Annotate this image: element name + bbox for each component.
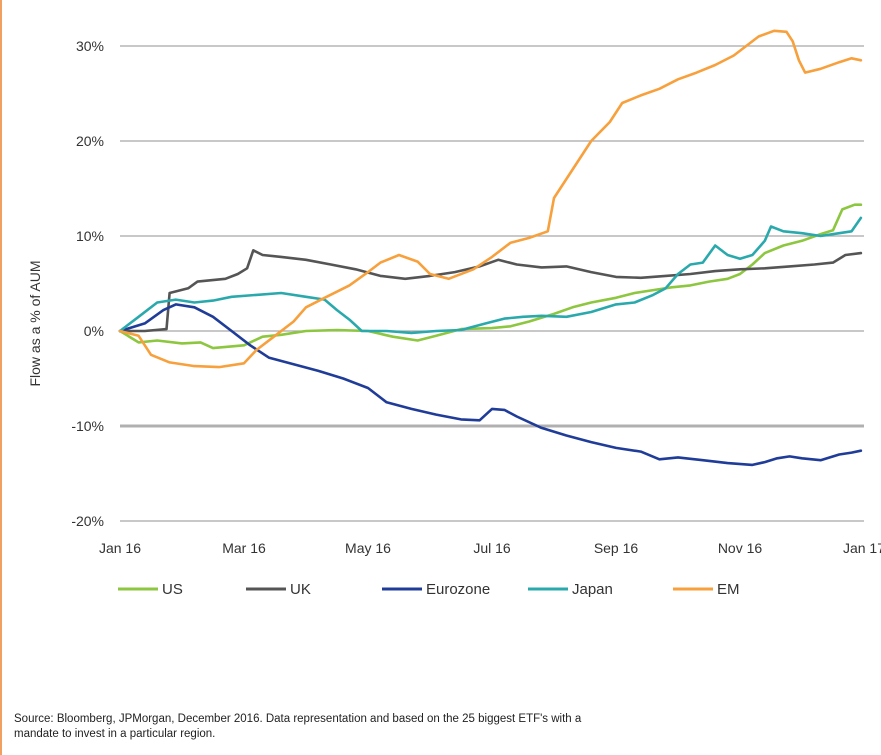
gridlines [120, 45, 864, 522]
x-tick-label: Sep 16 [594, 540, 639, 556]
flow-line-chart: 30% 20% 10% 0% -10% -20% Jan 16 Mar 16 May 16 Ju… [27, 29, 881, 598]
y-tick-label: 10% [76, 228, 104, 244]
x-tick-label: Mar 16 [222, 540, 266, 556]
y-tick-label: 0% [84, 323, 104, 339]
series-lines [118, 29, 863, 467]
y-tick-label: -20% [71, 513, 104, 529]
x-tick-label: Jan 16 [99, 540, 141, 556]
left-border [0, 0, 2, 755]
legend-label: EM [717, 581, 740, 598]
series-line-em [118, 29, 863, 369]
series-line-uk [118, 249, 863, 333]
y-tick-label: 20% [76, 133, 104, 149]
y-axis-title: Flow as a % of AUM [27, 260, 43, 386]
y-axis-ticks: 30% 20% 10% 0% -10% -20% [71, 38, 104, 529]
x-tick-label: May 16 [345, 540, 391, 556]
source-line-2: mandate to invest in a particular region… [14, 728, 216, 740]
legend-label: Eurozone [426, 581, 490, 598]
source-line-1: Source: Bloomberg, JPMorgan, December 20… [14, 713, 582, 725]
legend: US UK Eurozone Japan EM [118, 581, 740, 598]
legend-label: UK [290, 581, 311, 598]
x-tick-label: Nov 16 [718, 540, 763, 556]
y-tick-label: -10% [71, 418, 104, 434]
x-tick-label: Jan 17 [843, 540, 881, 556]
x-axis-ticks: Jan 16 Mar 16 May 16 Jul 16 Sep 16 Nov 16 Jan … [99, 540, 881, 556]
series-line-eurozone [118, 303, 863, 467]
legend-label: US [162, 581, 183, 598]
series-line-us [118, 203, 863, 350]
x-tick-label: Jul 16 [473, 540, 511, 556]
legend-label: Japan [572, 581, 613, 598]
y-tick-label: 30% [76, 38, 104, 54]
source-note: Source: Bloomberg, JPMorgan, December 20… [14, 712, 864, 742]
series-line-japan [118, 216, 863, 335]
